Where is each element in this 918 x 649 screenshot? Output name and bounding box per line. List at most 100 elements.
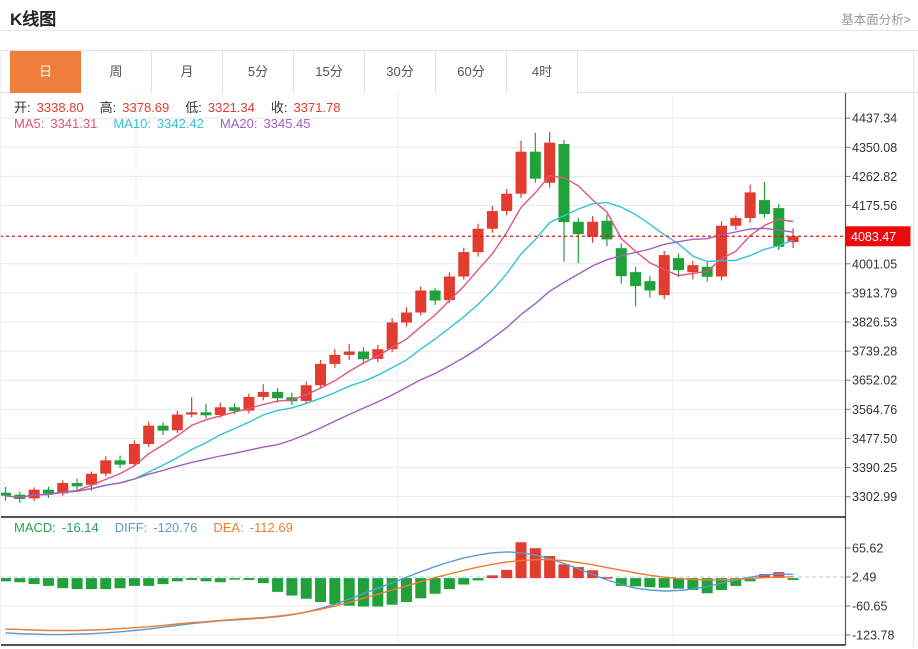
kline-chart-canvas[interactable]: 4437.34 4350.08 4262.82 4175.56 4001.05 3913.… xyxy=(0,93,918,649)
candle-body[interactable] xyxy=(128,443,140,464)
macd-hist-bar[interactable] xyxy=(286,578,298,596)
macd-hist-bar[interactable] xyxy=(358,578,369,607)
candle-body[interactable] xyxy=(443,276,455,301)
macd-hist-bar[interactable] xyxy=(544,556,556,579)
macd-hist-bar[interactable] xyxy=(386,578,398,605)
macd-hist-bar[interactable] xyxy=(343,578,355,606)
macd-hist-bar[interactable] xyxy=(572,567,584,579)
macd-hist-bar[interactable] xyxy=(787,578,799,580)
tab-30min[interactable]: 30分 xyxy=(365,51,436,93)
macd-hist-bar[interactable] xyxy=(200,578,212,582)
candle-body[interactable] xyxy=(515,151,527,194)
candle-body[interactable] xyxy=(229,407,241,411)
tab-15min[interactable]: 15分 xyxy=(294,51,365,93)
macd-hist-bar[interactable] xyxy=(143,578,155,586)
candle-body[interactable] xyxy=(85,473,97,485)
candle-body[interactable] xyxy=(544,142,556,183)
candle-body[interactable] xyxy=(658,255,670,296)
candle-body[interactable] xyxy=(315,363,327,386)
macd-hist-bar[interactable] xyxy=(100,578,112,590)
candle-body[interactable] xyxy=(673,258,685,271)
candle-body[interactable] xyxy=(773,208,785,247)
macd-hist-bar[interactable] xyxy=(28,578,40,585)
candle-body[interactable] xyxy=(71,483,83,487)
tab-60min[interactable]: 60分 xyxy=(436,51,507,93)
candle-body[interactable] xyxy=(0,492,11,496)
candle-body[interactable] xyxy=(486,211,498,229)
macd-hist-bar[interactable] xyxy=(773,572,785,579)
candle-body[interactable] xyxy=(358,351,369,360)
candle-body[interactable] xyxy=(716,225,727,277)
macd-hist-bar[interactable] xyxy=(400,578,412,602)
macd-hist-bar[interactable] xyxy=(71,578,83,590)
macd-hist-bar[interactable] xyxy=(758,573,770,579)
macd-hist-bar[interactable] xyxy=(229,578,241,580)
candle-body[interactable] xyxy=(758,200,770,215)
tab-day[interactable]: 日 xyxy=(10,51,81,93)
macd-hist-bar[interactable] xyxy=(0,578,11,582)
candle-body[interactable] xyxy=(214,407,226,415)
macd-hist-bar[interactable] xyxy=(701,578,713,594)
candle-body[interactable] xyxy=(572,221,584,235)
macd-hist-bar[interactable] xyxy=(730,578,742,586)
macd-hist-bar[interactable] xyxy=(501,569,513,579)
macd-hist-bar[interactable] xyxy=(315,578,327,602)
candle-body[interactable] xyxy=(243,396,255,411)
candle-body[interactable] xyxy=(100,460,112,474)
candle-body[interactable] xyxy=(171,414,183,431)
macd-hist-bar[interactable] xyxy=(429,578,441,594)
candle-body[interactable] xyxy=(157,425,169,431)
candle-body[interactable] xyxy=(558,144,570,223)
candle-body[interactable] xyxy=(114,460,126,465)
candle-body[interactable] xyxy=(42,489,54,494)
candle-body[interactable] xyxy=(630,272,642,287)
macd-hist-bar[interactable] xyxy=(128,578,140,586)
macd-hist-bar[interactable] xyxy=(329,578,341,605)
macd-hist-bar[interactable] xyxy=(673,578,685,589)
macd-hist-bar[interactable] xyxy=(744,578,756,582)
candle-body[interactable] xyxy=(744,192,756,219)
macd-hist-bar[interactable] xyxy=(458,578,470,585)
macd-hist-bar[interactable] xyxy=(85,578,97,590)
macd-hist-bar[interactable] xyxy=(157,578,169,585)
macd-hist-bar[interactable] xyxy=(243,578,255,580)
candle-body[interactable] xyxy=(429,290,441,301)
candle-body[interactable] xyxy=(601,220,613,240)
candle-body[interactable] xyxy=(200,412,212,416)
candle-body[interactable] xyxy=(730,218,742,226)
macd-hist-bar[interactable] xyxy=(186,578,198,580)
candle-body[interactable] xyxy=(587,221,599,237)
macd-hist-bar[interactable] xyxy=(114,578,126,589)
candle-body[interactable] xyxy=(529,151,541,179)
macd-hist-bar[interactable] xyxy=(443,578,455,590)
macd-hist-bar[interactable] xyxy=(529,548,541,579)
candle-body[interactable] xyxy=(343,351,355,355)
macd-hist-bar[interactable] xyxy=(558,564,570,579)
macd-hist-bar[interactable] xyxy=(57,578,69,589)
candle-body[interactable] xyxy=(501,193,513,212)
macd-hist-bar[interactable] xyxy=(171,578,183,582)
macd-hist-bar[interactable] xyxy=(415,578,427,599)
macd-hist-bar[interactable] xyxy=(14,578,26,583)
macd-hist-bar[interactable] xyxy=(658,578,670,588)
candle-body[interactable] xyxy=(329,354,341,364)
candle-body[interactable] xyxy=(415,290,427,313)
macd-hist-bar[interactable] xyxy=(644,578,656,588)
candle-body[interactable] xyxy=(372,349,384,359)
macd-hist-bar[interactable] xyxy=(214,578,226,583)
tab-5min[interactable]: 5分 xyxy=(223,51,294,93)
macd-hist-bar[interactable] xyxy=(42,578,54,586)
macd-hist-bar[interactable] xyxy=(486,575,498,579)
tab-4hour[interactable]: 4时 xyxy=(507,51,578,93)
candle-body[interactable] xyxy=(787,236,799,243)
candle-body[interactable] xyxy=(458,252,470,277)
candle-body[interactable] xyxy=(386,322,398,350)
macd-hist-bar[interactable] xyxy=(257,578,269,584)
macd-hist-bar[interactable] xyxy=(300,578,312,599)
macd-hist-bar[interactable] xyxy=(272,578,284,592)
fundamental-analysis-link[interactable]: 基本面分析> xyxy=(841,13,911,27)
candle-body[interactable] xyxy=(143,425,155,444)
candle-body[interactable] xyxy=(186,412,198,415)
candle-body[interactable] xyxy=(687,265,699,273)
candle-body[interactable] xyxy=(257,391,269,397)
